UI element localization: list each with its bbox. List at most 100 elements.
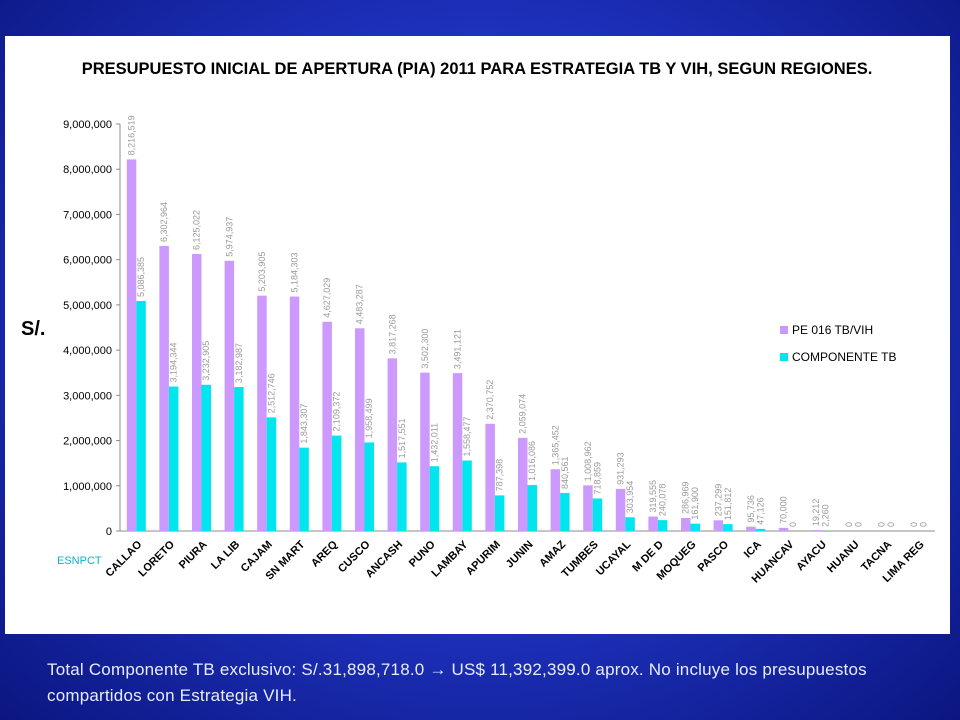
bar [192,254,202,532]
bar [615,488,626,531]
bar [690,523,700,531]
bar [289,296,300,531]
data-label: 303,954 [625,481,635,514]
category-label: LAMBAY [429,538,471,580]
y-tick-label: 6,000,000 [63,255,112,267]
chart-title: PRESUPUESTO INICIAL DE APERTURA (PIA) 20… [82,60,873,78]
y-tick-label: 2,000,000 [63,436,112,448]
bar [331,435,342,531]
category-label: AYACU [794,539,829,574]
category-label: AMAZ [537,538,568,569]
y-axis-label: S/. [21,318,45,340]
bar [746,526,756,531]
category-label: UCAYAL [594,538,634,578]
bar [397,462,407,531]
data-label: 2,109,372 [332,392,342,432]
data-label: 237,299 [713,484,723,517]
bar [136,300,146,531]
bar [657,520,668,531]
data-label: 0 [788,522,798,527]
bar [778,527,789,531]
data-label: 3,194,344 [169,342,179,382]
category-label: PASCO [696,538,732,574]
bar [299,447,309,531]
data-label: 0 [844,522,854,527]
data-label: 3,502,300 [420,329,430,369]
bar [550,469,561,531]
data-label: 3,491,121 [453,329,463,369]
y-tick-label: 5,000,000 [63,300,112,312]
data-label: 4,627,029 [322,278,332,318]
data-label: 47,126 [755,497,765,525]
data-label: 4,483,287 [355,284,365,324]
data-label: 1,517,551 [397,418,407,458]
bar [625,517,635,531]
data-label: 2,260 [821,504,831,527]
y-tick-label: 9,000,000 [63,119,112,131]
legend-entry: COMPONENTE TB [792,350,896,364]
category-label: APURIM [464,539,503,578]
category-label: LORETO [136,538,177,579]
bar [494,495,505,531]
bar [592,498,603,531]
data-label: 5,974,937 [224,217,234,257]
y-tick-label: 8,000,000 [63,164,112,176]
data-label: 1,365,452 [550,425,560,465]
data-label: 1,558,477 [462,416,472,456]
data-label: 2,370,752 [485,380,495,420]
data-label: 1,008,962 [583,441,593,481]
bar [518,437,528,531]
bar [713,520,724,531]
y-tick-label: 1,000,000 [63,481,112,493]
bar [755,528,766,531]
y-tick-label: 3,000,000 [63,390,112,402]
data-label: 5,203,905 [257,252,267,292]
bar [820,530,831,532]
y-tick-label: 7,000,000 [63,209,112,221]
bar [126,159,137,531]
bar [462,460,472,531]
data-label: 3,182,987 [234,343,244,383]
bar [681,518,691,531]
data-label: 0 [918,522,928,527]
bar [583,485,593,531]
bar [266,417,277,531]
chart: PRESUPUESTO INICIAL DE APERTURA (PIA) 20… [21,60,935,585]
data-label: 6,302,964 [159,202,169,242]
data-label: 840,561 [560,456,570,489]
bar [723,524,733,531]
legend-entry: PE 016 TB/VIH [792,323,873,337]
legend: PE 016 TB/VIH COMPONENTE TB [780,323,896,364]
data-label: 319,555 [648,480,658,513]
data-label: 2,512,746 [266,373,276,413]
data-label: 1,432,011 [429,423,439,462]
bar [257,295,267,531]
data-label: 0 [853,522,863,527]
category-label: HUANU [825,539,862,576]
data-label: 1,958,499 [364,398,374,438]
data-label: 286,969 [681,481,691,514]
data-label: 70,000 [779,496,789,524]
bar [364,442,374,531]
data-label: 1,843,307 [299,404,309,444]
legend-swatch [780,326,788,334]
data-label: 5,086,385 [136,257,146,297]
bar [560,492,570,531]
data-label: 19,212 [811,499,821,527]
bar [420,372,430,531]
data-label: 0 [876,522,886,527]
data-label: 240,078 [658,484,668,517]
bar [527,485,537,531]
category-label: LA LIB [209,539,242,572]
data-label: 6,125,022 [192,210,202,250]
bar [355,328,365,531]
bar [452,373,463,531]
data-label: 3,232,905 [201,341,211,381]
data-label: 3,817,268 [387,314,397,354]
data-label: 1,016,086 [527,441,537,481]
bar [224,260,235,531]
category-label: JUNIN [504,539,536,571]
bar [387,358,398,531]
data-label: 8,216,519 [127,115,137,155]
data-label: 931,293 [616,452,626,485]
